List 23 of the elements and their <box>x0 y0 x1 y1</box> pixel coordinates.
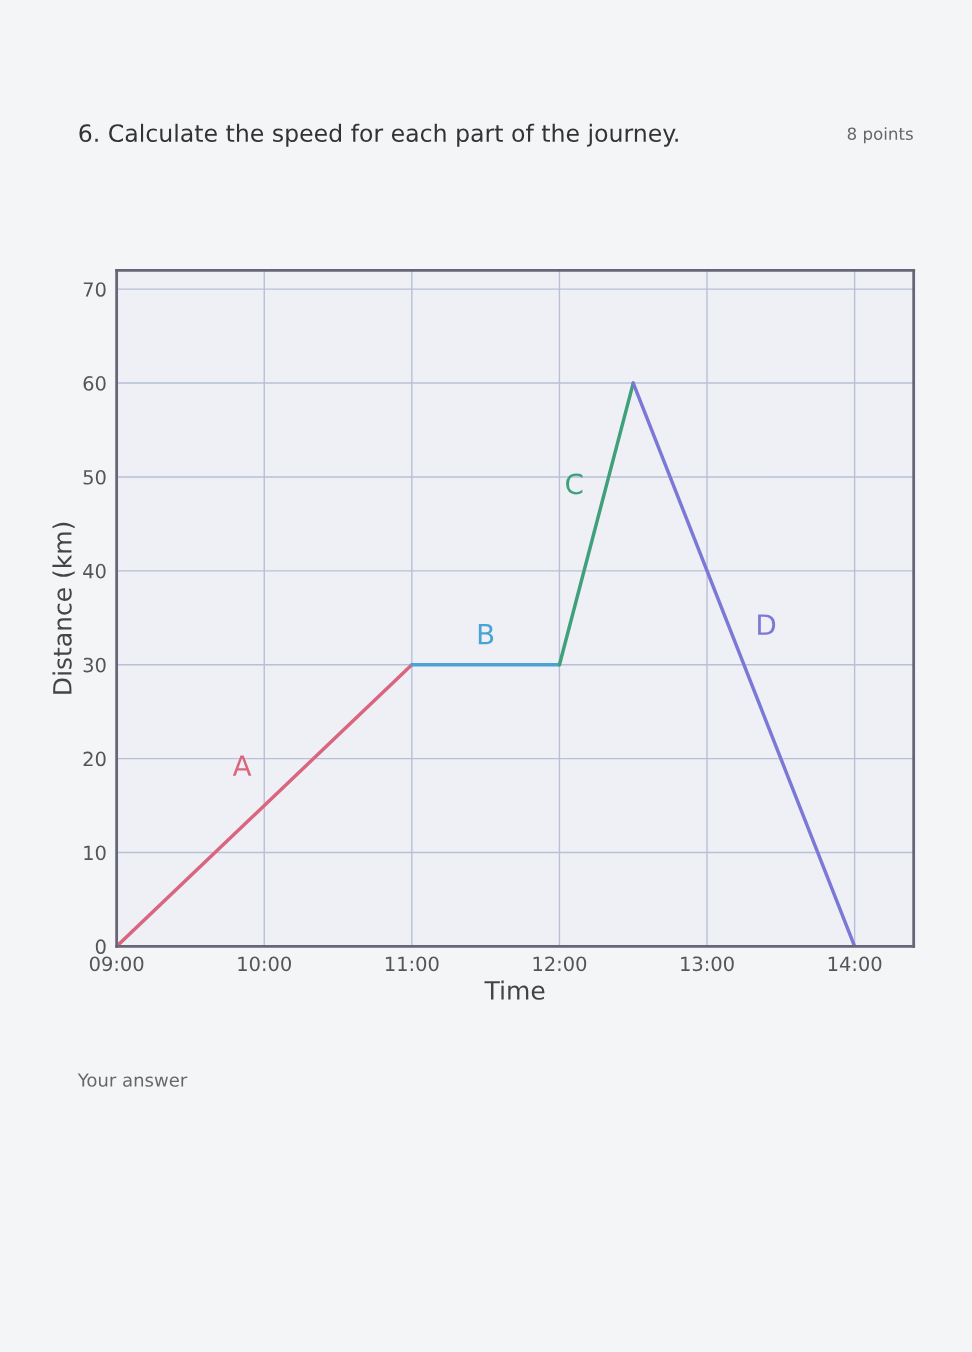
x-tick-label: 13:00 <box>681 956 734 972</box>
y-tick-label: 40 <box>83 563 106 579</box>
x-tick-label: 10:00 <box>238 956 291 972</box>
y-tick-label: 70 <box>83 282 106 297</box>
chart-title: 6. Calculate the speed for each part of the journey. <box>79 123 678 147</box>
x-axis-title: Time <box>484 980 545 1000</box>
x-tick-label: 14:00 <box>828 956 882 972</box>
text: Your answer <box>77 1073 188 1087</box>
series-label: C <box>566 473 583 495</box>
y-tick-label: 60 <box>83 376 106 391</box>
x-tick-label: 11:00 <box>385 956 439 972</box>
series-label: A <box>232 755 252 776</box>
y-axis-title: Distance (km) <box>52 522 75 694</box>
x-tick-label: 09:00 <box>89 956 144 972</box>
series-label: D <box>758 614 776 635</box>
text: 8 points <box>847 127 913 144</box>
y-tick-label: 20 <box>83 751 106 767</box>
series-label: B <box>478 623 494 645</box>
y-tick-label: 0 <box>95 939 106 955</box>
y-tick-label: 10 <box>84 845 106 861</box>
y-tick-label: 30 <box>83 657 106 673</box>
x-tick-label: 12:00 <box>533 956 587 972</box>
y-tick-label: 50 <box>83 469 106 485</box>
